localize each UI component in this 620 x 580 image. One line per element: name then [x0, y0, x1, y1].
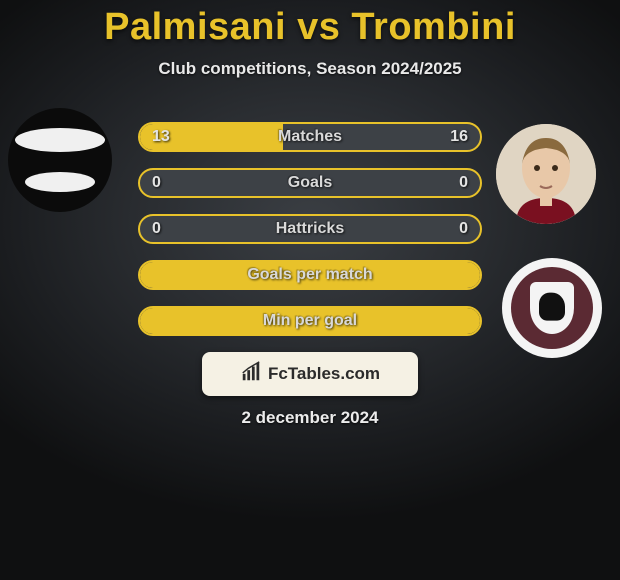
bar-left-fill [140, 308, 480, 334]
stat-label: Goals [140, 170, 480, 196]
stat-label: Hattricks [140, 216, 480, 242]
stat-row: Matches1316 [138, 122, 482, 152]
stat-row: Min per goal [138, 306, 482, 336]
page-title: Palmisani vs Trombini [0, 0, 620, 49]
chart-icon [240, 361, 262, 388]
stat-value-right: 0 [459, 216, 468, 242]
club-right-badge [502, 258, 602, 358]
player-right-avatar [496, 124, 596, 224]
stat-value-right: 0 [459, 170, 468, 196]
page-subtitle: Club competitions, Season 2024/2025 [0, 59, 620, 79]
stat-value-left: 0 [152, 170, 161, 196]
stat-value-right: 16 [450, 124, 468, 150]
snapshot-date: 2 december 2024 [0, 408, 620, 428]
stat-row: Goals0 0 [138, 168, 482, 198]
stat-value-left: 0 [152, 216, 161, 242]
stat-row: Hattricks0 0 [138, 214, 482, 244]
brand-text: FcTables.com [268, 364, 380, 384]
brand-pill[interactable]: FcTables.com [202, 352, 418, 396]
bar-left-fill [140, 124, 283, 150]
bar-left-fill [140, 262, 480, 288]
stat-row: Goals per match [138, 260, 482, 290]
stat-bars: Matches1316Goals00Hattricks00Goals per m… [138, 122, 482, 352]
player-left-avatar [8, 108, 112, 212]
comparison-card: Palmisani vs Trombini Club competitions,… [0, 0, 620, 580]
